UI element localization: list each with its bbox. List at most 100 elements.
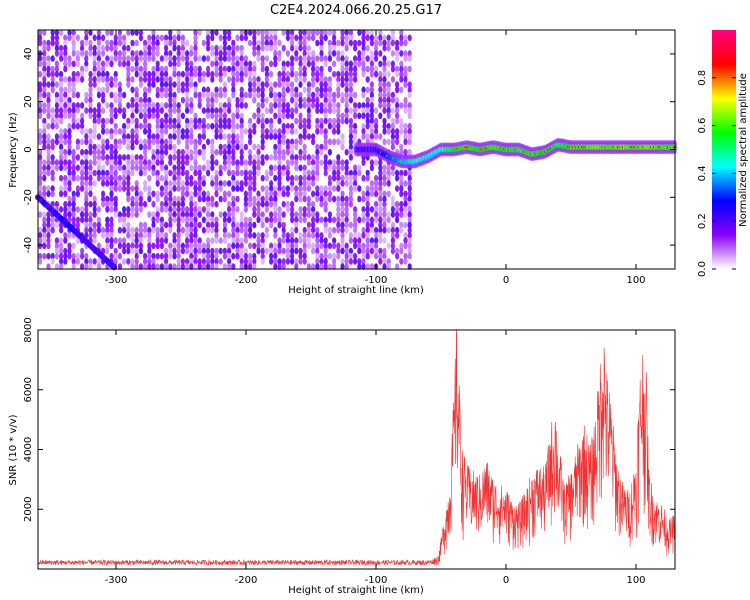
spectrogram-cell bbox=[46, 107, 51, 114]
spectrogram-cell bbox=[38, 70, 43, 78]
spectrogram-cell bbox=[340, 237, 345, 244]
spectrogram-cell bbox=[357, 195, 362, 203]
spectrogram-cell bbox=[235, 76, 240, 83]
spectrogram-cell bbox=[46, 44, 51, 52]
spectrogram-cell bbox=[185, 70, 190, 78]
spectrogram-cell bbox=[264, 200, 269, 208]
spectrogram-cell bbox=[59, 237, 64, 244]
spectrogram-cell bbox=[344, 252, 349, 260]
spectrogram-cell bbox=[336, 107, 341, 114]
spectrogram-cell bbox=[38, 169, 43, 177]
spectrogram-cell bbox=[185, 86, 190, 94]
spectrogram-cell bbox=[134, 96, 139, 104]
spectrogram-cell bbox=[332, 29, 337, 36]
spectrogram-cell bbox=[277, 237, 282, 244]
spectrogram-cell bbox=[264, 76, 269, 83]
spectrogram-cell bbox=[374, 216, 379, 224]
spectrogram-cell bbox=[315, 211, 320, 218]
spectrogram-cell bbox=[197, 117, 202, 125]
spectrogram-cell bbox=[164, 190, 169, 198]
spectrogram-cell bbox=[214, 60, 219, 68]
spectrogram-cell bbox=[281, 65, 286, 73]
spectrogram-cell bbox=[239, 122, 244, 130]
spectrogram-cell bbox=[218, 169, 223, 177]
spectrogram-cell bbox=[59, 164, 64, 172]
spectrogram-cell bbox=[285, 60, 290, 68]
spectrogram-cell bbox=[214, 107, 219, 114]
spectrogram-cell bbox=[96, 91, 101, 99]
spectrogram-cell bbox=[75, 117, 80, 125]
spectrogram-cell bbox=[294, 221, 299, 229]
spectrogram-cell bbox=[218, 117, 223, 125]
spectrogram-cell bbox=[252, 221, 257, 229]
spectrogram-cell bbox=[151, 190, 156, 198]
spectrogram-cell bbox=[344, 169, 349, 177]
spectrogram-cell bbox=[138, 154, 143, 161]
spectrogram-cell bbox=[180, 159, 185, 166]
spectrogram-cell bbox=[269, 70, 274, 78]
spectrogram-cell bbox=[235, 164, 240, 172]
spectrogram-cell bbox=[273, 263, 278, 270]
spectrogram-cell bbox=[143, 44, 148, 52]
spectrogram-cell bbox=[159, 185, 164, 192]
spectrogram-cell bbox=[88, 143, 93, 151]
spectrogram-cell bbox=[306, 112, 311, 120]
spectrogram-cell bbox=[59, 133, 64, 140]
spectrogram-cell bbox=[353, 169, 358, 177]
spectrogram-cell bbox=[319, 148, 324, 156]
spectrogram-cell bbox=[206, 252, 211, 260]
spectrogram-cell bbox=[231, 50, 236, 57]
spectrogram-cell bbox=[248, 128, 253, 135]
spectrogram-cell bbox=[285, 148, 290, 156]
spectrogram-cell bbox=[42, 70, 47, 78]
spectrogram-cell bbox=[176, 81, 181, 88]
spectrogram-cell bbox=[294, 117, 299, 125]
spectrogram-cell bbox=[105, 128, 110, 135]
spectrogram-cell bbox=[332, 117, 337, 125]
spectrogram-cell bbox=[222, 195, 227, 203]
spectrogram-cell bbox=[67, 143, 72, 151]
spectrogram-cell bbox=[260, 34, 265, 42]
spectrogram-cell bbox=[189, 133, 194, 140]
spectrogram-cell bbox=[172, 216, 177, 224]
spectrogram-cell bbox=[382, 206, 387, 213]
spectrogram-cell bbox=[80, 102, 85, 109]
spectrogram-cell bbox=[180, 247, 185, 255]
spectrogram-cell bbox=[189, 70, 194, 78]
spectrogram-cell bbox=[336, 102, 341, 109]
spectrogram-cell bbox=[176, 211, 181, 218]
spectrogram-cell bbox=[96, 169, 101, 177]
spectrogram-cell bbox=[164, 258, 169, 265]
spectrogram-cell bbox=[315, 148, 320, 156]
spectrogram-cell bbox=[285, 258, 290, 265]
spectrogram-cell bbox=[273, 200, 278, 208]
spectrogram-cell bbox=[353, 133, 358, 140]
spectrogram-cell bbox=[176, 252, 181, 260]
spectrogram-cell bbox=[159, 102, 164, 109]
colorbar-tick-label: 0.4 bbox=[697, 165, 708, 181]
spectrogram-cell bbox=[126, 164, 131, 172]
spectrogram-cell bbox=[340, 258, 345, 265]
spectrogram-cell bbox=[113, 200, 118, 208]
spectrogram-cell bbox=[38, 258, 43, 265]
spectrogram-cell bbox=[382, 237, 387, 244]
spectrogram-cell bbox=[92, 70, 97, 78]
spectrogram-cell bbox=[218, 258, 223, 265]
spectrogram-cell bbox=[311, 70, 316, 78]
spectrogram-cell bbox=[172, 122, 177, 130]
spectrogram-cell bbox=[172, 164, 177, 172]
spectrogram-cell bbox=[252, 258, 257, 265]
spectrogram-cell bbox=[243, 232, 248, 239]
spectrogram-cell bbox=[319, 107, 324, 114]
spectrogram-cell bbox=[281, 122, 286, 130]
spectrogram-cell bbox=[252, 195, 257, 203]
spectrogram-cell bbox=[88, 76, 93, 83]
spectrogram-cell bbox=[176, 70, 181, 78]
spectrogram-cell bbox=[348, 252, 353, 260]
spectrogram-cell bbox=[248, 138, 253, 146]
spectrogram-cell bbox=[306, 169, 311, 177]
spectrogram-cell bbox=[260, 81, 265, 88]
spectrogram-cell bbox=[113, 76, 118, 83]
spectrogram-cell bbox=[235, 221, 240, 229]
spectrogram-cell bbox=[143, 128, 148, 135]
